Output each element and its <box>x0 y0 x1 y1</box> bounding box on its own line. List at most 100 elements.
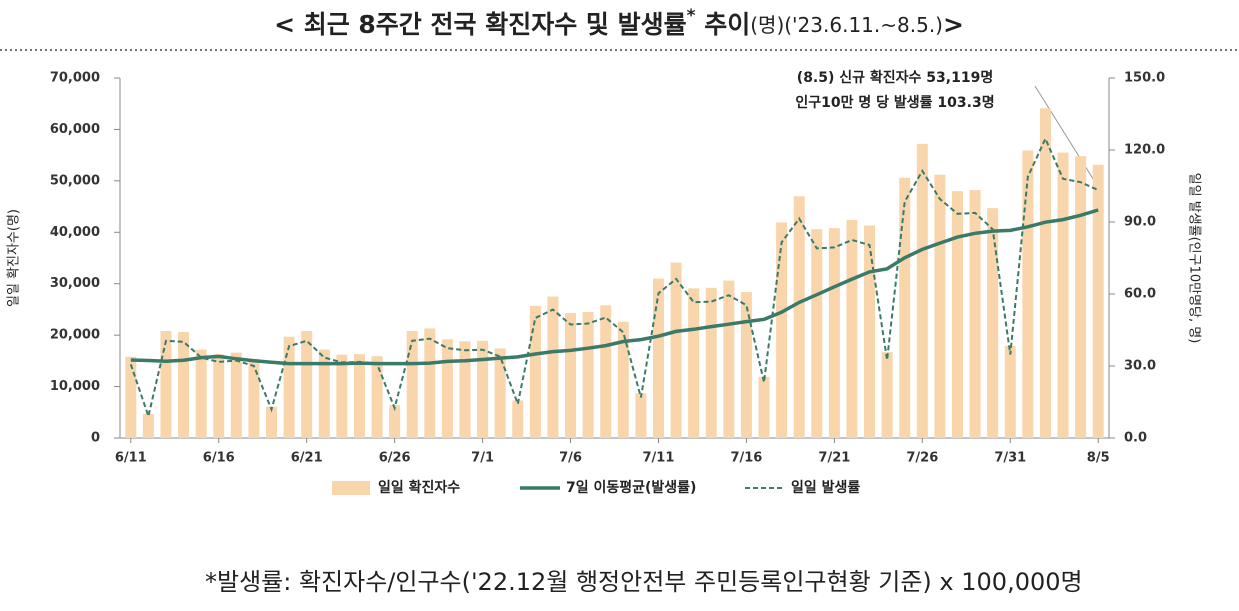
x-tick-label: 8/5 <box>1087 451 1110 466</box>
bar <box>846 219 858 438</box>
bar <box>248 358 260 438</box>
bar <box>934 174 946 438</box>
bar <box>318 349 330 438</box>
bar <box>283 336 295 438</box>
y-tick-label: 20,000 <box>50 328 100 343</box>
y2-tick-label: 0.0 <box>1124 431 1147 446</box>
y-axis-label: 일일 확진자수(명) <box>7 209 22 307</box>
bar <box>477 340 489 438</box>
chart-title: < 최근 8주간 전국 확진자수 및 발생률* 추이(명)('23.6.11.~… <box>274 6 964 39</box>
footnote: *발생률: 확진자수/인구수('22.12월 행정안전부 주민등록인구현황 기준… <box>205 568 1083 596</box>
bar <box>1004 345 1016 438</box>
bar <box>1092 164 1104 438</box>
y2-tick-label: 90.0 <box>1124 215 1156 230</box>
y-tick-label: 70,000 <box>50 71 100 86</box>
bar <box>142 413 154 438</box>
bar <box>811 229 823 438</box>
bar <box>565 313 577 438</box>
bar <box>459 341 471 438</box>
bar <box>740 291 752 438</box>
bar <box>776 222 788 438</box>
title-mark: * <box>687 6 696 26</box>
y-tick-label: 40,000 <box>50 225 100 240</box>
title-suffix: 추이 <box>696 10 751 39</box>
title-end: > <box>943 10 964 39</box>
bar <box>723 280 735 438</box>
bar <box>195 349 207 438</box>
legend-label: 일일 확진자수 <box>378 479 460 496</box>
bar <box>1057 152 1069 439</box>
x-tick-label: 6/21 <box>291 451 323 466</box>
bar <box>213 354 225 438</box>
y2-tick-label: 60.0 <box>1124 287 1156 302</box>
bar <box>406 331 418 438</box>
title-main: < 최근 8주간 전국 확진자수 및 발생률 <box>274 10 687 39</box>
bar <box>793 196 805 438</box>
x-tick-label: 6/11 <box>115 451 147 466</box>
bar <box>353 354 365 438</box>
y2-axis-label: 일일 발생률(인구10만명당, 명) <box>1187 173 1202 344</box>
bar <box>864 225 876 438</box>
annotation-leader <box>1034 85 1101 191</box>
bar <box>600 305 612 438</box>
legend-label: 일일 발생률 <box>791 479 860 496</box>
y2-tick-label: 30.0 <box>1124 359 1156 374</box>
bar <box>828 228 840 438</box>
x-tick-label: 7/26 <box>906 451 938 466</box>
bar <box>424 328 436 438</box>
legend-label: 7일 이동평균(발생률) <box>566 479 696 496</box>
bar <box>1022 150 1034 438</box>
bar <box>582 312 594 438</box>
bar <box>547 296 559 438</box>
y-tick-label: 10,000 <box>50 379 100 394</box>
x-tick-label: 7/31 <box>994 451 1026 466</box>
bar <box>1075 156 1087 438</box>
bar <box>1039 108 1051 438</box>
x-tick-label: 7/21 <box>818 451 850 466</box>
title-unit: (명)('23.6.11.~8.5.) <box>750 13 943 37</box>
dashed-line <box>129 136 1099 420</box>
x-tick-label: 6/26 <box>379 451 411 466</box>
bar <box>529 305 541 438</box>
bar <box>951 191 963 438</box>
y2-tick-label: 120.0 <box>1124 143 1165 158</box>
bar <box>512 400 524 438</box>
bar <box>758 376 770 438</box>
bar <box>899 177 911 438</box>
bar <box>336 354 348 438</box>
bar <box>705 287 717 438</box>
bar <box>688 288 700 438</box>
bar <box>969 190 981 438</box>
bar <box>670 262 682 438</box>
bar <box>125 356 137 438</box>
legend-swatch <box>332 481 370 495</box>
bar <box>441 339 453 438</box>
bar <box>230 352 242 438</box>
bar <box>635 393 647 438</box>
bar <box>494 348 506 438</box>
bar <box>617 321 629 438</box>
y2-tick-label: 150.0 <box>1124 71 1165 86</box>
annotation: (8.5) 신규 확진자수 53,119명 <box>797 69 993 86</box>
bar <box>371 356 383 438</box>
bar <box>301 331 313 438</box>
bar <box>987 208 999 438</box>
bar <box>916 143 928 439</box>
x-tick-label: 7/6 <box>559 451 582 466</box>
bar <box>881 352 893 438</box>
y-tick-label: 60,000 <box>50 122 100 137</box>
x-tick-label: 6/16 <box>203 451 235 466</box>
bar <box>652 278 664 438</box>
line <box>130 208 1099 366</box>
y-tick-label: 0 <box>91 431 100 446</box>
annotation: 인구10만 명 당 발생률 103.3명 <box>795 94 994 111</box>
y-tick-label: 50,000 <box>50 173 100 188</box>
bar <box>160 331 172 438</box>
y-tick-label: 30,000 <box>50 276 100 291</box>
x-tick-label: 7/16 <box>730 451 762 466</box>
bar <box>178 332 190 438</box>
bar <box>389 405 401 438</box>
x-tick-label: 7/1 <box>471 451 494 466</box>
